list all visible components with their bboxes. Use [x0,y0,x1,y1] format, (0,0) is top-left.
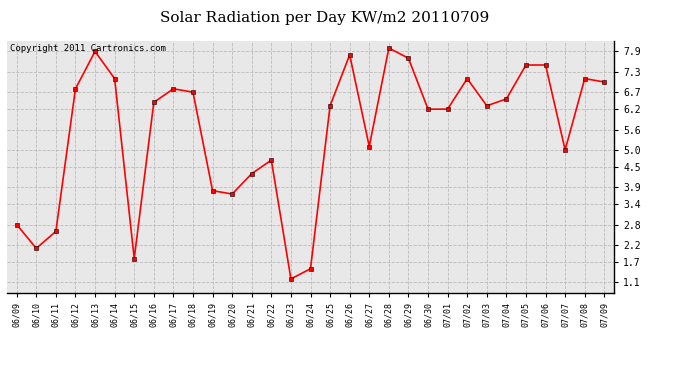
Text: Copyright 2011 Cartronics.com: Copyright 2011 Cartronics.com [10,44,166,53]
Text: Solar Radiation per Day KW/m2 20110709: Solar Radiation per Day KW/m2 20110709 [159,11,489,25]
